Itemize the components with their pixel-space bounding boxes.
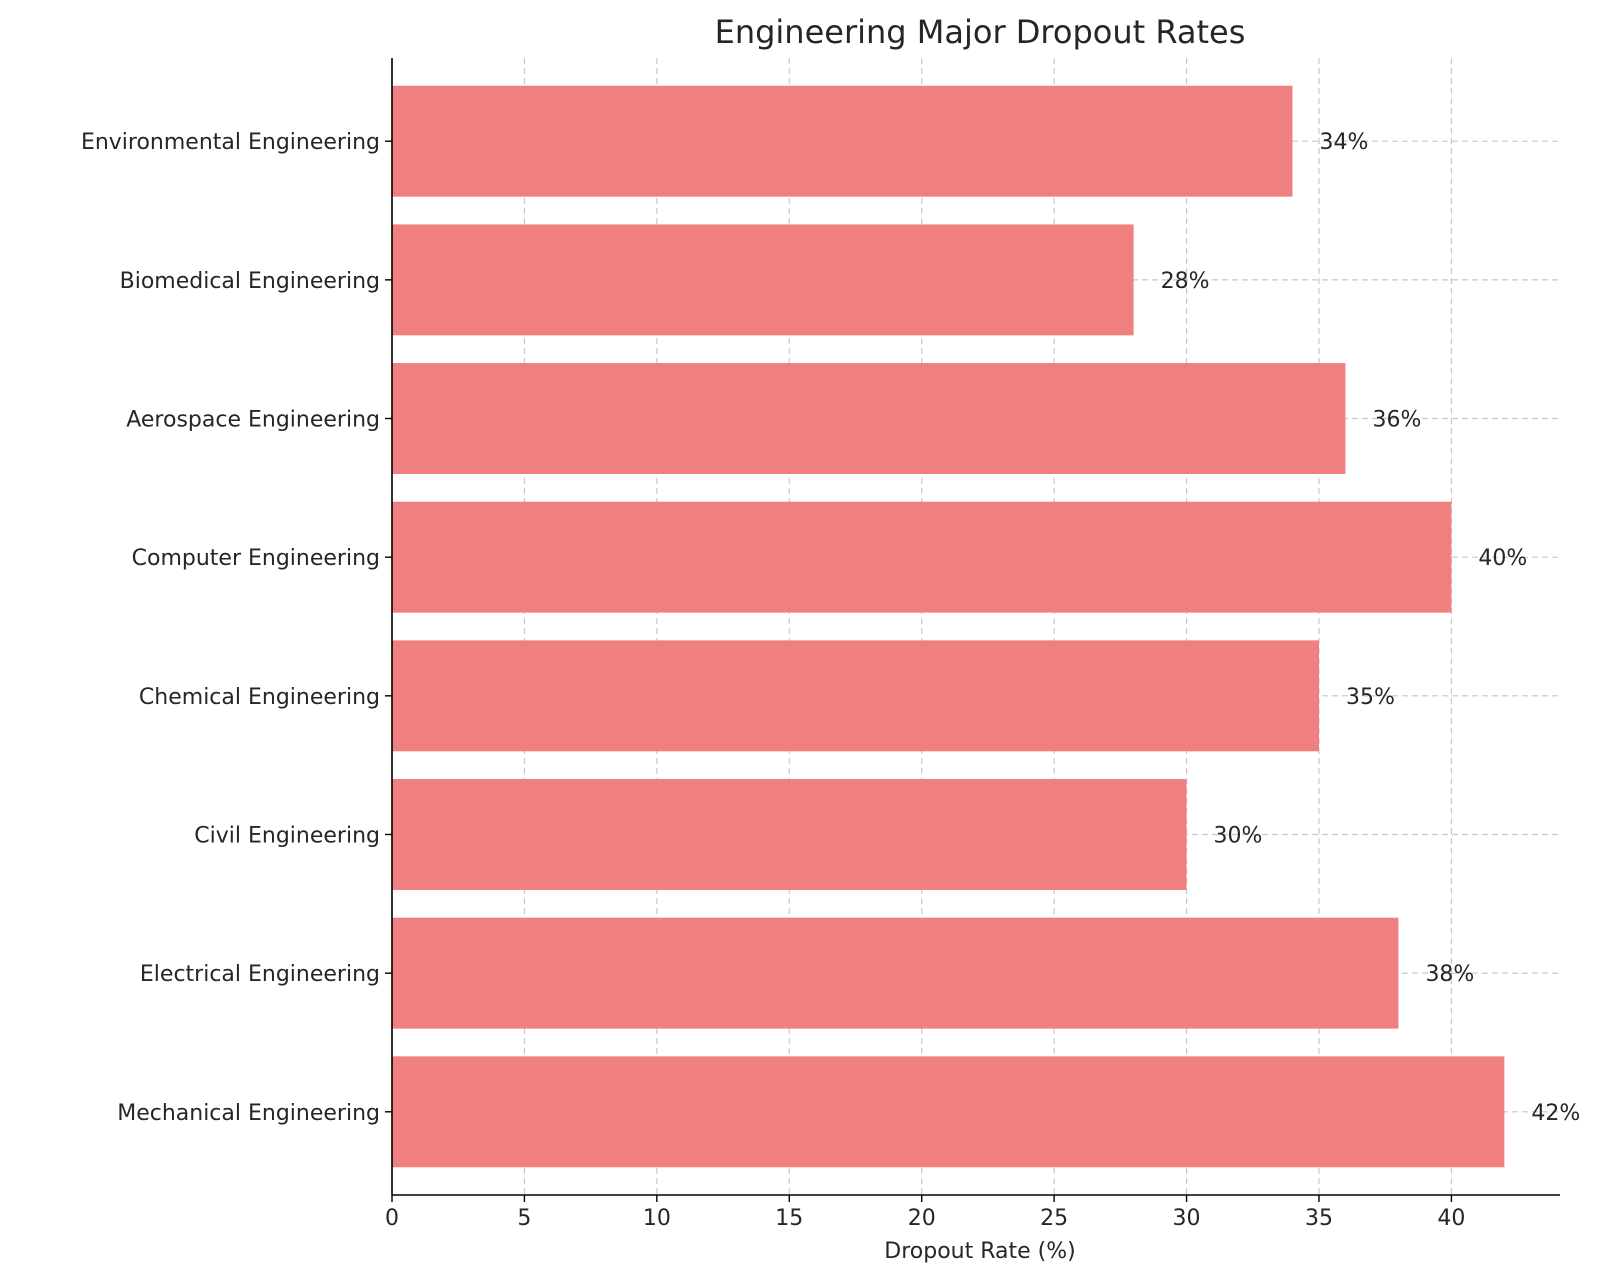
bar xyxy=(392,640,1319,752)
data-label: 42% xyxy=(1531,1101,1580,1126)
bars xyxy=(392,85,1505,1168)
bar xyxy=(392,224,1134,336)
x-tick-label: 35 xyxy=(1305,1206,1333,1231)
x-tick-label: 10 xyxy=(643,1206,671,1231)
axes xyxy=(385,58,1560,1202)
y-tick-label: Biomedical Engineering xyxy=(120,269,380,294)
x-axis-title: Dropout Rate (%) xyxy=(884,1239,1075,1264)
data-label: 28% xyxy=(1161,269,1210,294)
bar xyxy=(392,85,1293,197)
bar xyxy=(392,917,1399,1029)
x-tick-label: 0 xyxy=(385,1206,399,1231)
y-tick-label: Electrical Engineering xyxy=(140,962,380,987)
bar xyxy=(392,1056,1505,1168)
x-tick-label: 30 xyxy=(1173,1206,1201,1231)
bar xyxy=(392,363,1346,474)
y-tick-label: Environmental Engineering xyxy=(81,130,380,155)
x-tick-label: 15 xyxy=(775,1206,803,1231)
data-label: 36% xyxy=(1372,408,1421,433)
x-tick-label: 5 xyxy=(517,1206,531,1231)
bar xyxy=(392,501,1452,613)
x-tick-label: 40 xyxy=(1437,1206,1465,1231)
x-tick-label: 20 xyxy=(908,1206,936,1231)
x-tick-label: 25 xyxy=(1040,1206,1068,1231)
data-label: 30% xyxy=(1214,823,1263,848)
y-tick-label: Aerospace Engineering xyxy=(126,408,380,433)
labels: 0 5 10 15 20 25 30 35 40 Mechanical Engineering El… xyxy=(81,130,1580,1231)
data-label: 34% xyxy=(1319,130,1368,155)
chart-title: Engineering Major Dropout Rates xyxy=(715,13,1246,51)
y-tick-label: Civil Engineering xyxy=(194,823,380,848)
y-tick-label: Mechanical Engineering xyxy=(117,1101,380,1126)
y-tick-label: Computer Engineering xyxy=(132,546,380,571)
data-label: 40% xyxy=(1478,546,1527,571)
data-label: 35% xyxy=(1346,685,1395,710)
data-label: 38% xyxy=(1425,962,1474,987)
y-tick-label: Chemical Engineering xyxy=(139,685,380,710)
bar xyxy=(392,779,1187,890)
